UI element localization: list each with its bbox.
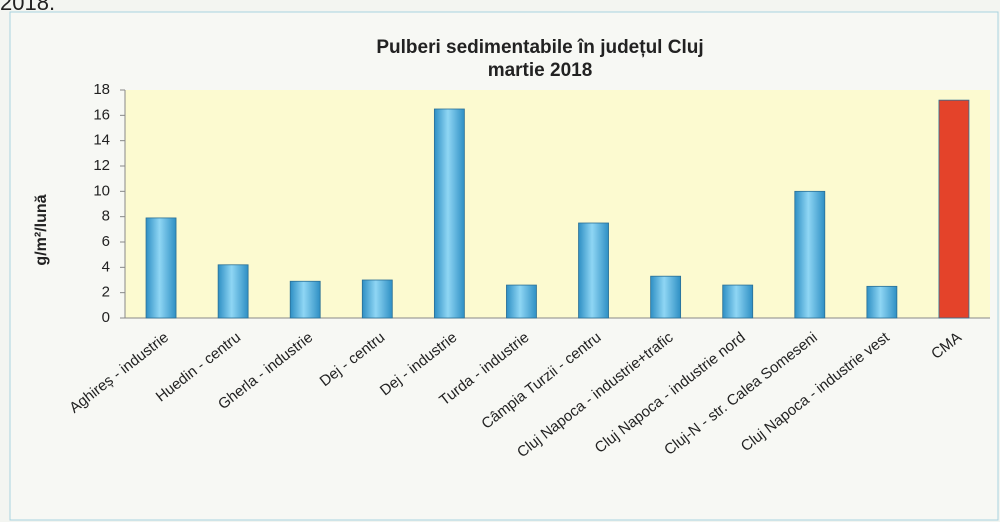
page-fragment: 2018. — [0, 0, 55, 15]
bar — [650, 275, 682, 319]
plot-area — [125, 90, 990, 318]
bar — [289, 280, 321, 319]
bar — [506, 284, 537, 319]
chart-subtitle: martie 2018 — [488, 60, 593, 81]
chart-title: Pulberi sedimentabile în județul Cluj — [376, 37, 703, 58]
bar — [938, 99, 970, 319]
y-tick-label: 8 — [102, 208, 110, 225]
bar — [145, 217, 177, 319]
y-axis-label: g/m²/lună — [33, 194, 50, 265]
y-tick-label: 14 — [93, 132, 110, 149]
bar — [578, 222, 609, 319]
y-tick-label: 10 — [93, 182, 110, 199]
y-tick-label: 6 — [102, 233, 110, 250]
y-tick-label: 4 — [102, 258, 110, 275]
bar — [722, 284, 754, 319]
y-tick-label: 12 — [93, 157, 110, 174]
y-tick-label: 2 — [102, 284, 110, 301]
bar — [433, 108, 465, 319]
y-tick-label: 16 — [93, 106, 110, 123]
bar — [866, 285, 898, 319]
bar — [217, 264, 249, 319]
bar — [361, 279, 393, 319]
y-tick-label: 0 — [102, 309, 110, 326]
bar — [794, 190, 826, 319]
y-tick-label: 18 — [93, 81, 110, 98]
